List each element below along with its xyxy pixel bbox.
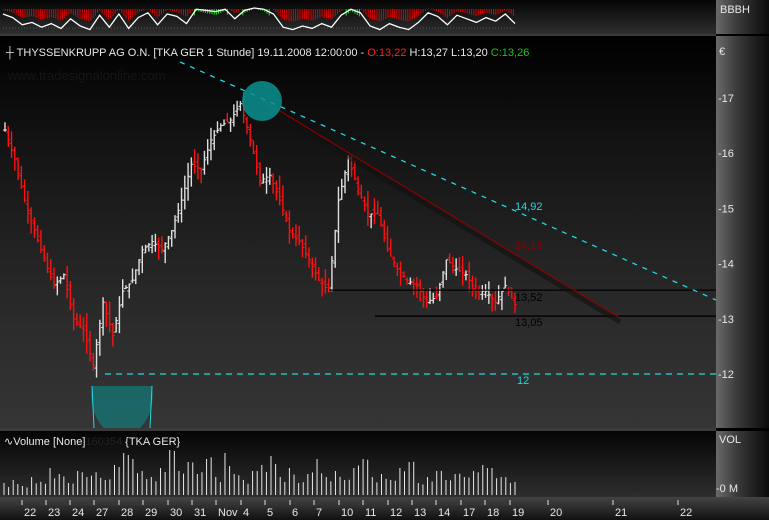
- low-value: L:13,20: [451, 47, 488, 59]
- date-tick-30: 30: [170, 507, 182, 519]
- highlight-low-edge: [149, 385, 153, 429]
- date-tick-17: 17: [463, 507, 475, 519]
- indicator-label: BBBH: [720, 4, 750, 16]
- volume-zero-label: -0 M: [716, 483, 738, 495]
- date-tick-12: 12: [390, 507, 402, 519]
- highlight-high-marker: [242, 81, 282, 121]
- price-tick-16: -16: [718, 148, 734, 160]
- currency-label: €: [719, 46, 726, 58]
- indicator-axis: BBBH: [716, 0, 769, 34]
- date-tick-19: 19: [512, 507, 524, 519]
- volume-title: ∿Volume [None]160354 {TKA GER}: [4, 435, 180, 448]
- price-panel[interactable]: [0, 36, 716, 431]
- date-tick-11: 11: [365, 507, 376, 519]
- date-tick-28: 28: [121, 507, 133, 519]
- indicator-line: [2, 7, 516, 31]
- date-tick-29: 29: [145, 507, 157, 519]
- date-tick-23: 23: [48, 507, 60, 519]
- symbol-title: THYSSENKRUPP AG O.N. [TKA GER 1 Stunde]: [16, 47, 255, 59]
- volume-last-value: 160354: [85, 436, 123, 448]
- date-tick-27: 27: [96, 507, 108, 519]
- date-tick-6: 6: [292, 507, 298, 519]
- price-tick-12: -12: [718, 369, 734, 381]
- price-tick-17: -17: [718, 93, 734, 105]
- date-tick-Nov: Nov: [218, 507, 238, 519]
- volume-axis-label: VOL: [719, 434, 742, 446]
- date-tick-10: 10: [341, 507, 353, 519]
- highlight-low-marker: [91, 386, 153, 428]
- level-label-resistance: 13,52: [515, 292, 543, 304]
- wave-icon: ∿: [4, 436, 14, 448]
- indicator-panel[interactable]: [0, 0, 716, 36]
- bar-datetime: 19.11.2008 12:00:00 -: [257, 47, 365, 59]
- level-label-trend-cyan: 14,92: [515, 201, 543, 213]
- date-tick-22: 22: [680, 507, 692, 519]
- price-axis[interactable]: €: [716, 36, 769, 428]
- trendline-cyan: [179, 61, 717, 301]
- level-label-trend-red: 14,18: [515, 240, 543, 252]
- price-tick-15: -15: [718, 203, 734, 215]
- close-value: C:13,26: [490, 47, 530, 59]
- date-tick-20: 20: [550, 507, 562, 519]
- chart-header: ┼ THYSSENKRUPP AG O.N. [TKA GER 1 Stunde…: [6, 47, 529, 59]
- date-tick-21: 21: [615, 507, 627, 519]
- level-label-12: 12: [517, 375, 530, 387]
- open-value: O:13,22: [367, 47, 407, 59]
- level-label-support: 13,05: [515, 317, 543, 329]
- date-tick-18: 18: [487, 507, 499, 519]
- date-tick-31: 31: [194, 507, 206, 519]
- highlight-low-edge: [91, 385, 95, 429]
- date-tick-4: 4: [243, 507, 249, 519]
- high-value: H:13,27: [409, 47, 448, 59]
- date-tick-7: 7: [316, 507, 322, 519]
- price-tick-13: -13: [718, 314, 734, 326]
- date-tick-5: 5: [267, 507, 273, 519]
- date-tick-24: 24: [72, 507, 84, 519]
- date-tick-22: 22: [24, 507, 36, 519]
- cursor-icon: ┼: [6, 47, 14, 59]
- volume-name: Volume [None]: [13, 436, 86, 448]
- volume-symbol: {TKA GER}: [125, 436, 181, 448]
- trendline-red-shadow: [260, 101, 622, 325]
- date-tick-14: 14: [438, 507, 450, 519]
- trendline-red: [261, 99, 621, 319]
- volume-axis: VOL -0 M: [716, 431, 769, 497]
- date-tick-13: 13: [414, 507, 426, 519]
- price-tick-14: -14: [718, 259, 734, 271]
- watermark: www.tradesignalonline.com: [8, 68, 166, 83]
